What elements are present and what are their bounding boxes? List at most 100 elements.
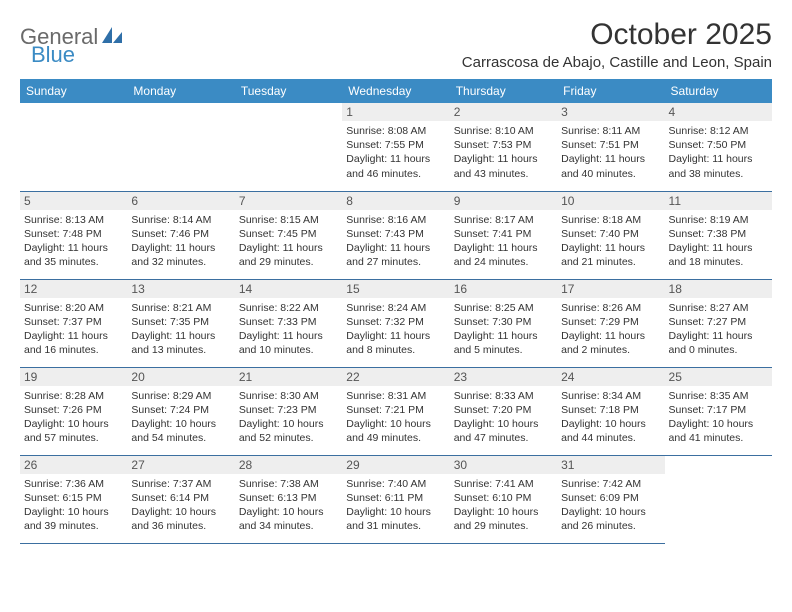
sunrise-line: Sunrise: 8:35 AM <box>669 389 767 403</box>
calendar-day-cell: 23Sunrise: 8:33 AMSunset: 7:20 PMDayligh… <box>450 367 557 455</box>
daylight-line: Daylight: 10 hours and 54 minutes. <box>131 417 229 445</box>
daylight-line: Daylight: 11 hours and 24 minutes. <box>454 241 552 269</box>
sunset-line: Sunset: 7:26 PM <box>24 403 122 417</box>
sunrise-line: Sunrise: 8:16 AM <box>346 213 444 227</box>
day-number: 25 <box>665 368 772 386</box>
day-number: 24 <box>557 368 664 386</box>
calendar-table: Sunday Monday Tuesday Wednesday Thursday… <box>20 79 772 544</box>
logo-text-blue: Blue <box>31 42 75 68</box>
daylight-line: Daylight: 10 hours and 29 minutes. <box>454 505 552 533</box>
sunrise-line: Sunrise: 8:34 AM <box>561 389 659 403</box>
sunset-line: Sunset: 7:50 PM <box>669 138 767 152</box>
calendar-day-cell: 14Sunrise: 8:22 AMSunset: 7:33 PMDayligh… <box>235 279 342 367</box>
day-number: 15 <box>342 280 449 298</box>
day-number: 9 <box>450 192 557 210</box>
day-number: 6 <box>127 192 234 210</box>
calendar-day-cell: 16Sunrise: 8:25 AMSunset: 7:30 PMDayligh… <box>450 279 557 367</box>
weekday-header: Sunday <box>20 79 127 103</box>
sunrise-line: Sunrise: 8:26 AM <box>561 301 659 315</box>
day-number: 31 <box>557 456 664 474</box>
daylight-line: Daylight: 11 hours and 43 minutes. <box>454 152 552 180</box>
sunset-line: Sunset: 6:11 PM <box>346 491 444 505</box>
sunrise-line: Sunrise: 8:17 AM <box>454 213 552 227</box>
sunset-line: Sunset: 6:09 PM <box>561 491 659 505</box>
daylight-line: Daylight: 11 hours and 5 minutes. <box>454 329 552 357</box>
daylight-line: Daylight: 11 hours and 18 minutes. <box>669 241 767 269</box>
sunset-line: Sunset: 7:33 PM <box>239 315 337 329</box>
daylight-line: Daylight: 11 hours and 27 minutes. <box>346 241 444 269</box>
sunset-line: Sunset: 7:17 PM <box>669 403 767 417</box>
sunset-line: Sunset: 7:55 PM <box>346 138 444 152</box>
sunset-line: Sunset: 7:30 PM <box>454 315 552 329</box>
sunset-line: Sunset: 7:40 PM <box>561 227 659 241</box>
sunset-line: Sunset: 6:15 PM <box>24 491 122 505</box>
daylight-line: Daylight: 11 hours and 29 minutes. <box>239 241 337 269</box>
calendar-day-cell: 13Sunrise: 8:21 AMSunset: 7:35 PMDayligh… <box>127 279 234 367</box>
calendar-day-cell: 12Sunrise: 8:20 AMSunset: 7:37 PMDayligh… <box>20 279 127 367</box>
calendar-day-cell: 24Sunrise: 8:34 AMSunset: 7:18 PMDayligh… <box>557 367 664 455</box>
sunset-line: Sunset: 7:43 PM <box>346 227 444 241</box>
day-number: 17 <box>557 280 664 298</box>
sunrise-line: Sunrise: 8:19 AM <box>669 213 767 227</box>
sunset-line: Sunset: 7:51 PM <box>561 138 659 152</box>
calendar-day-cell <box>20 103 127 191</box>
sunrise-line: Sunrise: 8:13 AM <box>24 213 122 227</box>
sunset-line: Sunset: 7:48 PM <box>24 227 122 241</box>
location-subtitle: Carrascosa de Abajo, Castille and Leon, … <box>462 54 772 71</box>
day-number: 27 <box>127 456 234 474</box>
sunrise-line: Sunrise: 8:08 AM <box>346 124 444 138</box>
calendar-day-cell: 8Sunrise: 8:16 AMSunset: 7:43 PMDaylight… <box>342 191 449 279</box>
brand-logo: General Blue <box>20 24 124 50</box>
daylight-line: Daylight: 10 hours and 41 minutes. <box>669 417 767 445</box>
weekday-header: Wednesday <box>342 79 449 103</box>
calendar-week-row: 5Sunrise: 8:13 AMSunset: 7:48 PMDaylight… <box>20 191 772 279</box>
calendar-day-cell: 21Sunrise: 8:30 AMSunset: 7:23 PMDayligh… <box>235 367 342 455</box>
daylight-line: Daylight: 10 hours and 26 minutes. <box>561 505 659 533</box>
sunset-line: Sunset: 7:18 PM <box>561 403 659 417</box>
calendar-day-cell: 22Sunrise: 8:31 AMSunset: 7:21 PMDayligh… <box>342 367 449 455</box>
sunrise-line: Sunrise: 7:40 AM <box>346 477 444 491</box>
sunrise-line: Sunrise: 7:36 AM <box>24 477 122 491</box>
calendar-day-cell: 30Sunrise: 7:41 AMSunset: 6:10 PMDayligh… <box>450 455 557 543</box>
calendar-day-cell <box>235 103 342 191</box>
title-block: October 2025 Carrascosa de Abajo, Castil… <box>462 18 772 71</box>
sunset-line: Sunset: 7:24 PM <box>131 403 229 417</box>
day-number: 29 <box>342 456 449 474</box>
sunrise-line: Sunrise: 8:12 AM <box>669 124 767 138</box>
daylight-line: Daylight: 10 hours and 49 minutes. <box>346 417 444 445</box>
daylight-line: Daylight: 10 hours and 31 minutes. <box>346 505 444 533</box>
day-number: 18 <box>665 280 772 298</box>
sunset-line: Sunset: 6:10 PM <box>454 491 552 505</box>
sunrise-line: Sunrise: 8:22 AM <box>239 301 337 315</box>
day-number: 20 <box>127 368 234 386</box>
calendar-day-cell: 31Sunrise: 7:42 AMSunset: 6:09 PMDayligh… <box>557 455 664 543</box>
sunset-line: Sunset: 7:21 PM <box>346 403 444 417</box>
sunset-line: Sunset: 6:13 PM <box>239 491 337 505</box>
calendar-day-cell: 5Sunrise: 8:13 AMSunset: 7:48 PMDaylight… <box>20 191 127 279</box>
day-number: 21 <box>235 368 342 386</box>
weekday-header: Tuesday <box>235 79 342 103</box>
calendar-day-cell: 7Sunrise: 8:15 AMSunset: 7:45 PMDaylight… <box>235 191 342 279</box>
sunrise-line: Sunrise: 8:21 AM <box>131 301 229 315</box>
sunrise-line: Sunrise: 7:37 AM <box>131 477 229 491</box>
daylight-line: Daylight: 11 hours and 40 minutes. <box>561 152 659 180</box>
sunrise-line: Sunrise: 8:33 AM <box>454 389 552 403</box>
day-number: 3 <box>557 103 664 121</box>
sunset-line: Sunset: 7:38 PM <box>669 227 767 241</box>
calendar-day-cell: 1Sunrise: 8:08 AMSunset: 7:55 PMDaylight… <box>342 103 449 191</box>
sunrise-line: Sunrise: 8:25 AM <box>454 301 552 315</box>
calendar-week-row: 26Sunrise: 7:36 AMSunset: 6:15 PMDayligh… <box>20 455 772 543</box>
sunset-line: Sunset: 7:41 PM <box>454 227 552 241</box>
sunset-line: Sunset: 7:53 PM <box>454 138 552 152</box>
calendar-header-row: Sunday Monday Tuesday Wednesday Thursday… <box>20 79 772 103</box>
calendar-day-cell: 28Sunrise: 7:38 AMSunset: 6:13 PMDayligh… <box>235 455 342 543</box>
calendar-day-cell: 9 Sunrise: 8:17 AMSunset: 7:41 PMDaylight… <box>450 191 557 279</box>
calendar-day-cell: 19Sunrise: 8:28 AMSunset: 7:26 PMDayligh… <box>20 367 127 455</box>
daylight-line: Daylight: 10 hours and 52 minutes. <box>239 417 337 445</box>
daylight-line: Daylight: 11 hours and 13 minutes. <box>131 329 229 357</box>
calendar-day-cell <box>127 103 234 191</box>
sunrise-line: Sunrise: 7:41 AM <box>454 477 552 491</box>
sunset-line: Sunset: 6:14 PM <box>131 491 229 505</box>
daylight-line: Daylight: 11 hours and 16 minutes. <box>24 329 122 357</box>
sunset-line: Sunset: 7:20 PM <box>454 403 552 417</box>
